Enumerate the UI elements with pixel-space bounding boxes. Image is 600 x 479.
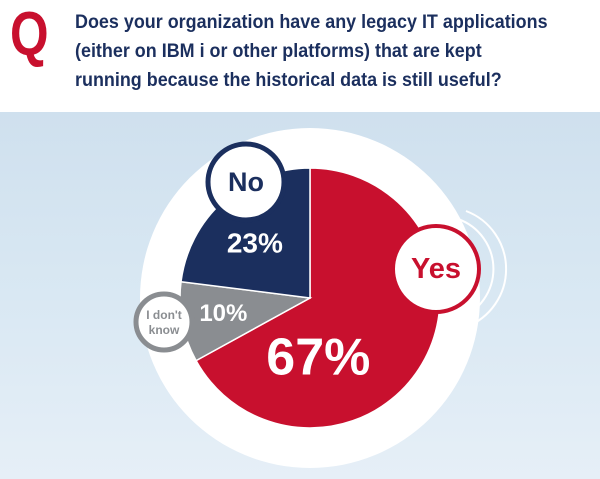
value-label-yes: 67% [266,328,370,386]
callout-arc-outer-yes [465,210,508,328]
callout-circle-no [205,141,287,223]
category-label-no: No [228,167,264,197]
callout-arc-inner-yes [457,218,495,320]
category-label-yes: Yes [411,253,461,285]
question-header: Q Does your organization have any legacy… [0,0,600,112]
category-label-i-don-t-know-line2: know [149,323,180,337]
callout-circle-yes [391,224,481,314]
value-label-no: 23% [227,227,283,258]
pie-slice-yes [195,167,441,429]
question-text: Does your organization have any legacy I… [75,11,548,91]
q-label: Q [10,0,49,69]
callout-circle-i-don-t-know [133,291,195,353]
chart-area: 67% 10% 23% Yes I don't know No [0,112,600,479]
category-label-i-don-t-know-line1: I don't [146,308,182,322]
value-label-i-don-t-know: 10% [199,300,247,327]
